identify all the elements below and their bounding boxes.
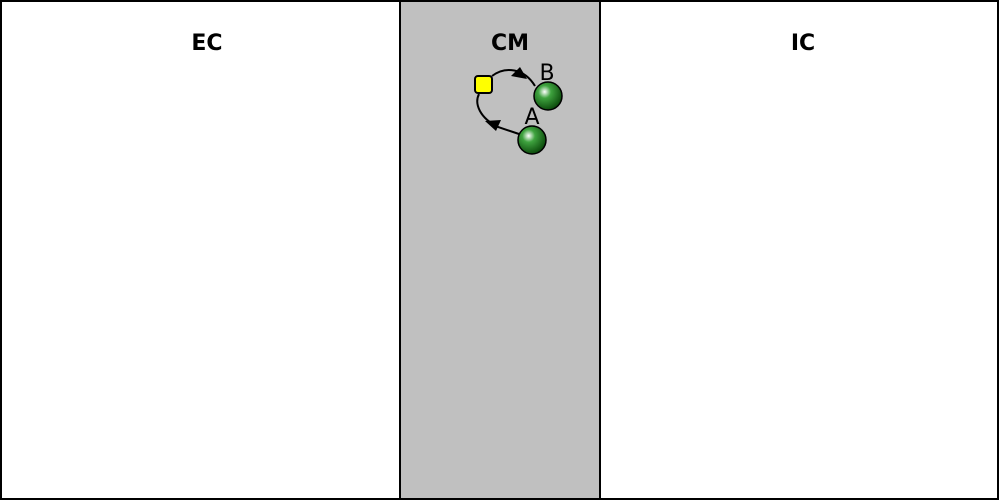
species-a-label: A	[524, 105, 539, 130]
compartment-ec[interactable]	[0, 0, 401, 500]
arrowhead-reaction-to-b	[511, 67, 527, 79]
arc-reaction-to-b[interactable]	[491, 69, 536, 87]
species-b-label: B	[539, 61, 554, 86]
compartment-ic-label: IC	[791, 31, 815, 56]
arc-a-to-reaction[interactable]	[476, 93, 520, 135]
species-b-node[interactable]	[533, 81, 563, 111]
species-a-node[interactable]	[517, 125, 547, 155]
compartment-ic[interactable]	[599, 0, 999, 500]
compartment-cm-label: CM	[491, 31, 529, 56]
compartment-ec-label: EC	[191, 31, 222, 56]
compartment-cm[interactable]	[399, 0, 601, 500]
reaction-node[interactable]	[474, 75, 493, 94]
arrowhead-a-to-reaction	[485, 120, 501, 131]
